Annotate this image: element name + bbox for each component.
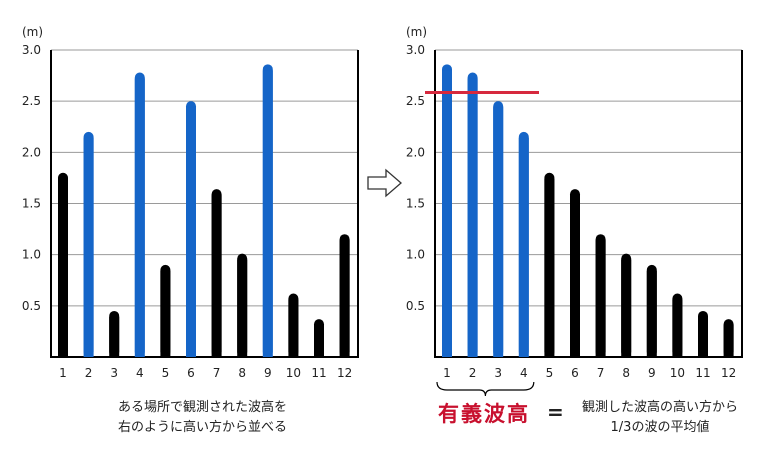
bar-body — [698, 316, 708, 357]
bar-body — [646, 270, 657, 357]
bar-body — [339, 240, 350, 357]
x-tick-label: 10 — [286, 366, 301, 380]
x-tick-label: 3 — [110, 366, 118, 380]
bar-body — [186, 107, 196, 358]
x-tick-label: 1 — [443, 366, 451, 380]
x-tick-label: 9 — [264, 366, 272, 380]
y-tick-label: 3.0 — [22, 43, 41, 57]
x-tick-label: 8 — [238, 366, 246, 380]
bar-body — [570, 195, 580, 357]
y-unit-label: (m) — [406, 25, 427, 39]
x-tick-label: 12 — [337, 366, 352, 380]
x-tick-label: 2 — [85, 366, 93, 380]
y-tick-label: 0.5 — [22, 299, 41, 313]
left-caption-line1: ある場所で観測された波高を — [117, 400, 287, 415]
bar-body — [109, 316, 120, 357]
x-tick-label: 11 — [695, 366, 710, 380]
top-third-brace — [436, 381, 535, 397]
x-tick-label: 4 — [136, 366, 144, 380]
bar-body — [544, 178, 555, 357]
y-tick-label: 2.5 — [22, 94, 41, 108]
y-tick-label: 2.5 — [406, 94, 425, 108]
x-tick-label: 9 — [648, 366, 656, 380]
x-tick-label: 7 — [213, 366, 221, 380]
y-tick-label: 1.0 — [406, 248, 425, 262]
y-tick-label: 2.0 — [22, 145, 41, 159]
x-tick-label: 3 — [494, 366, 502, 380]
bar-body — [518, 137, 529, 357]
significant-wave-height-term: 有義波高 — [438, 402, 530, 426]
x-tick-label: 10 — [670, 366, 685, 380]
x-tick-label: 4 — [520, 366, 528, 380]
bar-body — [672, 299, 683, 357]
x-tick-label: 2 — [469, 366, 477, 380]
bar-body — [442, 70, 452, 358]
definition-line2: 1/3の波の平均値 — [610, 420, 710, 435]
y-tick-label: 1.5 — [22, 197, 41, 211]
x-tick-label: 6 — [187, 366, 195, 380]
bar-body — [237, 259, 248, 357]
left-caption: ある場所で観測された波高を 右のように高い方から並べる — [95, 398, 310, 438]
y-tick-label: 3.0 — [406, 43, 425, 57]
equals-sign: = — [547, 400, 564, 424]
x-tick-label: 11 — [311, 366, 326, 380]
definition-line1: 観測した波高の高い方から — [581, 400, 738, 415]
bar-body — [314, 325, 324, 357]
bar-body — [211, 195, 222, 357]
y-tick-label: 1.5 — [406, 197, 425, 211]
x-tick-label: 6 — [571, 366, 579, 380]
bar-body — [134, 78, 145, 357]
y-unit-label: (m) — [22, 25, 43, 39]
bar-body — [621, 259, 632, 357]
bar-body — [83, 137, 94, 357]
bar-body — [288, 299, 299, 357]
y-tick-label: 0.5 — [406, 299, 425, 313]
definition-text: 観測した波高の高い方から 1/3の波の平均値 — [560, 398, 760, 438]
y-tick-label: 2.0 — [406, 145, 425, 159]
x-tick-label: 5 — [162, 366, 170, 380]
bar-body — [467, 78, 478, 357]
x-tick-label: 8 — [622, 366, 630, 380]
chart-sorted-order: 0.51.01.52.02.53.0(m)1 2 3 4 5 6 7 8 9 10 11 12 — [406, 25, 743, 397]
y-tick-label: 1.0 — [22, 248, 41, 262]
x-tick-label: 7 — [597, 366, 605, 380]
bar-body — [493, 107, 504, 358]
bar-body — [595, 240, 606, 357]
x-tick-label: 12 — [721, 366, 736, 380]
x-tick-label: 1 — [59, 366, 67, 380]
arrow-right-icon — [367, 168, 402, 198]
bar-body — [262, 70, 273, 358]
bar-body — [160, 270, 171, 357]
left-caption-line2: 右のように高い方から並べる — [117, 420, 287, 435]
chart-observed-order: 0.51.01.52.02.53.0(m)1 2 3 4 5 6 7 8 9 10 11 12 — [22, 25, 359, 380]
bar-body — [723, 325, 734, 357]
x-tick-label: 5 — [546, 366, 554, 380]
bar-body — [58, 178, 68, 357]
